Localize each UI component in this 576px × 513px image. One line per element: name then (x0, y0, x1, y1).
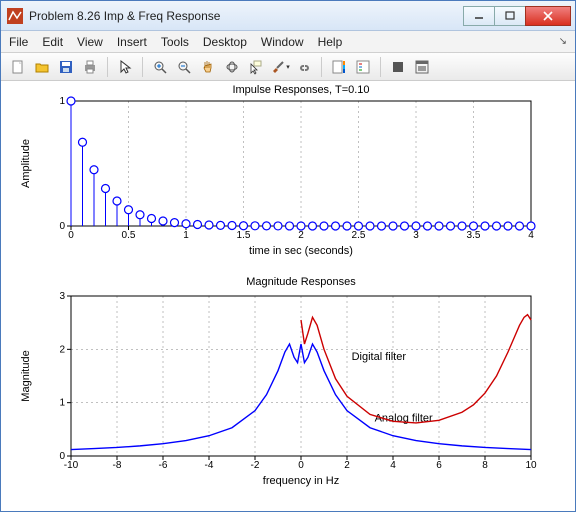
svg-text:2: 2 (344, 460, 350, 471)
svg-text:1.5: 1.5 (237, 230, 251, 241)
svg-text:4: 4 (528, 230, 534, 241)
rotate-icon[interactable] (221, 56, 243, 78)
window-title: Problem 8.26 Imp & Freq Response (29, 9, 464, 23)
figure-area: Impulse Responses, T=0.10 0 0.5 1 1.5 2 2.5 3 3.… (1, 81, 575, 511)
svg-text:-2: -2 (251, 460, 260, 471)
svg-text:2: 2 (298, 230, 304, 241)
svg-text:-10: -10 (64, 460, 79, 471)
print-icon[interactable] (79, 56, 101, 78)
brush-icon[interactable]: ▾ (269, 56, 291, 78)
svg-text:-4: -4 (205, 460, 214, 471)
menu-insert[interactable]: Insert (117, 35, 147, 49)
dock-icon[interactable] (411, 56, 433, 78)
svg-text:Impulse Responses, T=0.10: Impulse Responses, T=0.10 (232, 84, 369, 96)
menubar-chevron-icon[interactable]: ↘ (559, 36, 567, 47)
menu-window[interactable]: Window (261, 35, 304, 49)
pan-icon[interactable] (197, 56, 219, 78)
link-icon[interactable] (293, 56, 315, 78)
app-window: Problem 8.26 Imp & Freq Response File Ed… (0, 0, 576, 512)
menu-tools[interactable]: Tools (161, 35, 189, 49)
menubar: File Edit View Insert Tools Desktop Wind… (1, 31, 575, 53)
pointer-icon[interactable] (114, 56, 136, 78)
svg-text:3: 3 (413, 230, 419, 241)
svg-text:2: 2 (59, 344, 65, 355)
zoom-in-icon[interactable] (149, 56, 171, 78)
svg-text:0.5: 0.5 (122, 230, 136, 241)
stop-icon[interactable] (387, 56, 409, 78)
close-button[interactable] (525, 6, 571, 26)
svg-text:3: 3 (59, 291, 65, 302)
svg-text:2.5: 2.5 (352, 230, 366, 241)
svg-text:Amplitude: Amplitude (20, 139, 32, 188)
colorbar-icon[interactable] (328, 56, 350, 78)
legend-icon[interactable] (352, 56, 374, 78)
zoom-out-icon[interactable] (173, 56, 195, 78)
svg-text:Digital filter: Digital filter (352, 351, 407, 363)
impulse-chart: Impulse Responses, T=0.10 0 0.5 1 1.5 2 2.5 3 3.… (1, 81, 546, 271)
magnitude-chart: Magnitude Responses -10 -8 -6 -4 -2 0 2 4 6 8 10 0 1 2… (1, 271, 546, 501)
window-buttons (464, 6, 571, 26)
datacursor-icon[interactable] (245, 56, 267, 78)
svg-text:1: 1 (59, 96, 65, 107)
svg-text:4: 4 (390, 460, 396, 471)
menu-file[interactable]: File (9, 35, 28, 49)
svg-text:0: 0 (59, 451, 65, 462)
menu-edit[interactable]: Edit (42, 35, 63, 49)
svg-text:6: 6 (436, 460, 442, 471)
svg-text:0: 0 (68, 230, 74, 241)
svg-text:8: 8 (482, 460, 488, 471)
svg-text:0: 0 (298, 460, 304, 471)
maximize-button[interactable] (494, 6, 526, 26)
menu-help[interactable]: Help (318, 35, 343, 49)
minimize-button[interactable] (463, 6, 495, 26)
svg-text:Magnitude: Magnitude (20, 350, 32, 401)
svg-text:-8: -8 (113, 460, 122, 471)
svg-text:10: 10 (525, 460, 537, 471)
svg-text:1: 1 (183, 230, 189, 241)
open-icon[interactable] (31, 56, 53, 78)
menu-desktop[interactable]: Desktop (203, 35, 247, 49)
svg-text:3.5: 3.5 (467, 230, 481, 241)
save-icon[interactable] (55, 56, 77, 78)
titlebar[interactable]: Problem 8.26 Imp & Freq Response (1, 1, 575, 31)
menu-view[interactable]: View (77, 35, 103, 49)
svg-text:Magnitude Responses: Magnitude Responses (246, 276, 356, 288)
svg-text:0: 0 (59, 221, 65, 232)
svg-text:-6: -6 (159, 460, 168, 471)
new-icon[interactable] (7, 56, 29, 78)
svg-text:1: 1 (59, 398, 65, 409)
svg-text:frequency in Hz: frequency in Hz (263, 475, 339, 487)
toolbar: ▾ (1, 53, 575, 81)
svg-text:time in sec (seconds): time in sec (seconds) (249, 245, 353, 257)
app-icon (7, 8, 23, 24)
